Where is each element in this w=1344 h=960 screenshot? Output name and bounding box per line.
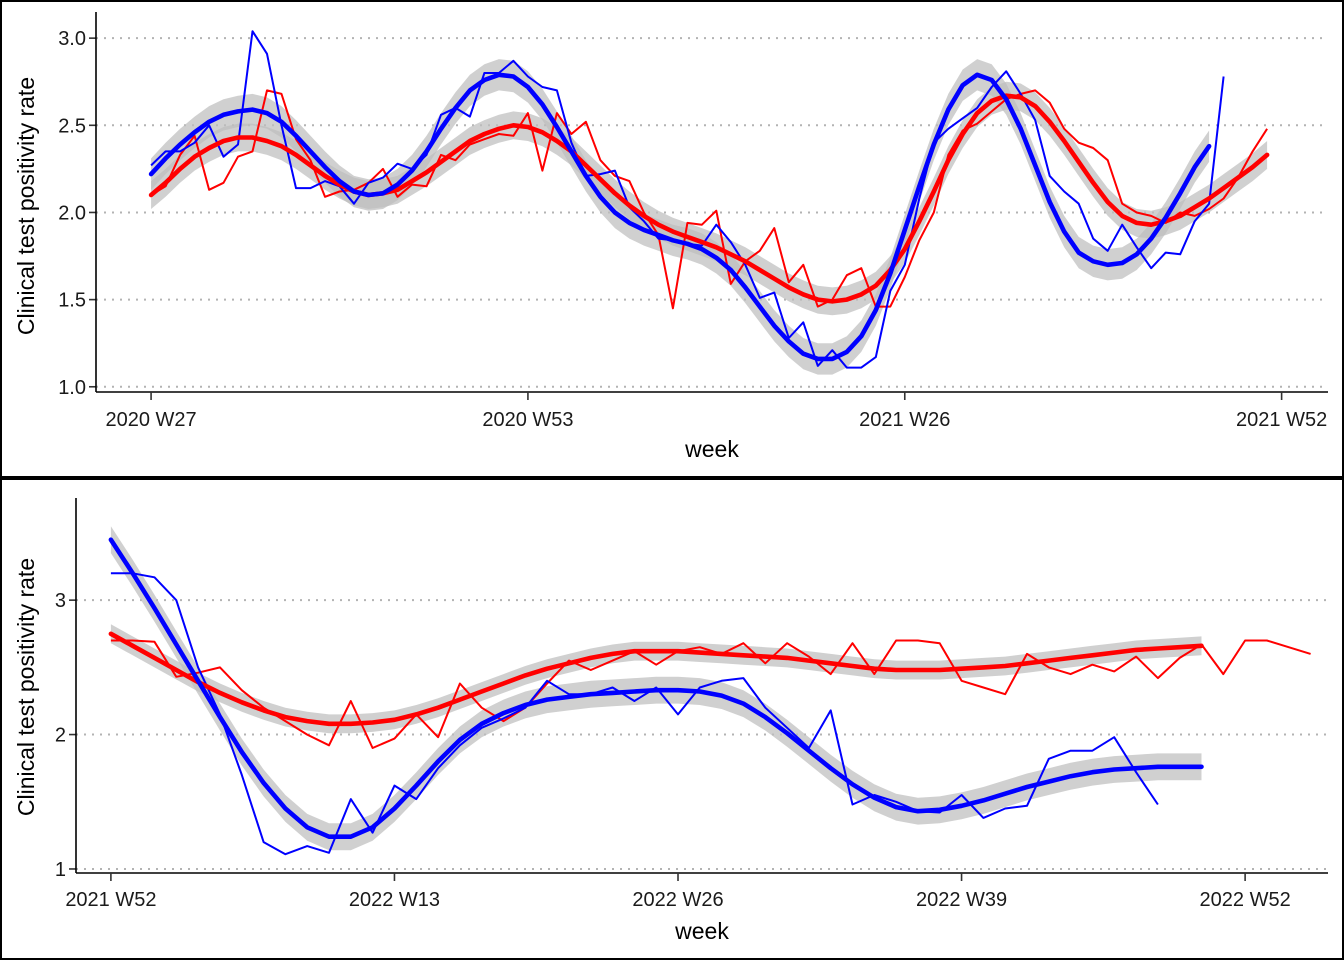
y-tick-label: 2.5 [58,115,86,137]
x-tick-label: 2021 W52 [65,889,156,911]
bottom-panel-x-axis-title: week [674,918,729,944]
red-series-smoothed-line [108,631,1204,727]
bottom-panel-axes: 1 2 3 2021 W52 2022 W13 2022 W26 2022 W39 2022 … [55,498,1328,911]
x-tick-label: 2021 W26 [859,409,950,431]
bottom-panel-border [0,478,1344,960]
bottom-panel-observed-lines [110,572,1311,856]
blue-series-smoothed-line [108,537,1204,839]
y-tick-label: 3.0 [58,28,86,50]
x-tick-label: 2022 W26 [632,889,723,911]
top-panel-border [0,0,1344,478]
bottom-panel-gridlines [76,599,1328,870]
top-panel: 1.0 1.5 2.0 2.5 3.0 2020 W27 2020 W53 2021 W26 2… [0,0,1344,478]
red-series-observed-line [110,639,1311,749]
x-tick-label: 2020 W53 [482,409,573,431]
y-tick-label: 1 [55,859,66,881]
y-tick-label: 2 [55,725,66,747]
bottom-panel: 1 2 3 2021 W52 2022 W13 2022 W26 2022 W39 2022 … [0,478,1344,960]
top-panel-gridlines [96,37,1328,388]
top-panel-confidence-bands [151,59,1268,375]
bottom-panel-smoothed-lines [108,537,1204,839]
x-tick-label: 2021 W52 [1236,409,1327,431]
y-tick-label: 1.5 [58,290,86,312]
y-tick-label: 2.0 [58,202,86,224]
blue-series-smoothed-line [148,72,1212,362]
red-series-smoothed-line [148,93,1270,304]
x-tick-label: 2022 W52 [1200,889,1291,911]
x-tick-label: 2022 W13 [349,889,440,911]
y-tick-label: 3 [55,590,66,612]
red-series-observed-line [150,89,1268,310]
red-series-confidence-band [110,624,1202,734]
top-panel-x-axis-title: week [684,436,739,462]
x-tick-label: 2022 W39 [916,889,1007,911]
top-panel-smoothed-lines [148,72,1270,362]
y-tick-label: 1.0 [58,377,86,399]
top-panel-y-axis-title: Clinical test positivity rate [13,77,39,335]
x-tick-label: 2020 W27 [105,409,196,431]
blue-series-observed-line [110,572,1159,856]
top-panel-axes: 1.0 1.5 2.0 2.5 3.0 2020 W27 2020 W53 2021 W26 2… [58,12,1328,431]
bottom-panel-y-axis-title: Clinical test positivity rate [13,558,39,816]
